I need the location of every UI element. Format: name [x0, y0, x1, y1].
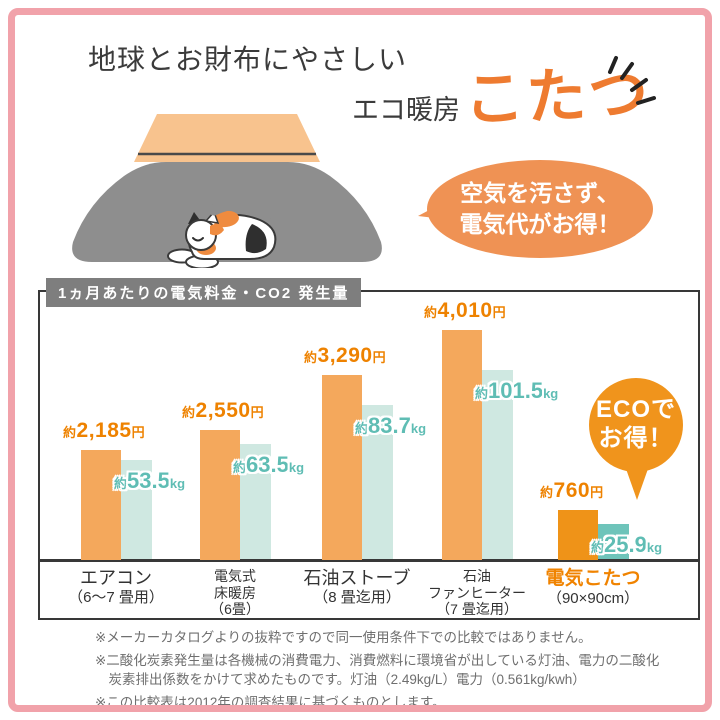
category-label: 石油ストーブ （8 畳迄用）	[282, 566, 432, 607]
co2-value-label: 約53.5kg	[114, 468, 186, 493]
speech-bubble: 空気を汚さず、 電気代がお得！	[427, 160, 653, 258]
category-label-line: 電気式	[214, 568, 256, 584]
eco-badge-tail	[624, 466, 650, 505]
cost-value-label: 約3,290円	[304, 344, 387, 367]
category-label-line: 電気こたつ	[545, 568, 641, 589]
footnote-3: ※この比較表は2012年の調査結果に基づくものとします。	[95, 694, 446, 710]
co2-value-label: 約83.7kg	[355, 413, 427, 438]
co2-value-label: 約101.5kg	[475, 378, 559, 403]
speech-bubble-text: 空気を汚さず、 電気代がお得！	[459, 179, 621, 238]
kotatsu-cat-illustration	[62, 110, 392, 273]
cost-value-label: 約2,185円	[63, 419, 146, 442]
category-label-line: ファンヒーター	[428, 584, 526, 601]
category-label-line: エアコン	[80, 568, 152, 588]
co2-value-label: 約25.9kg	[591, 532, 663, 557]
category-label-line: （8 畳迄用）	[313, 589, 401, 607]
co2-value-label: 約63.5kg	[233, 452, 305, 477]
cost-bar	[200, 430, 240, 560]
category-label: エアコン （6〜7 畳用）	[41, 566, 191, 607]
chart-heading: 1ヵ月あたりの電気料金・CO2 発生量	[46, 278, 362, 307]
footnote-2: ※二酸化炭素発生量は各機械の消費電力、消費燃料に環境省が出している灯油、電力の二…	[95, 652, 660, 688]
subtitle-prefix: エコ暖房	[352, 95, 460, 126]
footnote-1: ※メーカーカタログよりの抜粋ですので同一使用条件下での比較ではありません。	[95, 630, 592, 645]
cost-value-label: 約760円	[540, 479, 604, 502]
cost-bar	[81, 450, 121, 560]
category-label-line: （7 畳迄用）	[436, 601, 518, 618]
sparkle-rays-icon	[592, 52, 660, 115]
category-label-line: （6〜7 畳用）	[68, 589, 164, 607]
category-label-line: 石油ストーブ	[303, 568, 411, 588]
footnotes: ※メーカーカタログよりの抜粋ですので同一使用条件下での比較ではありません。 ※二…	[95, 628, 670, 715]
category-label: 電気式 床暖房 （6畳）	[160, 566, 310, 618]
cost-bar	[322, 375, 362, 560]
chart-plot-area: 約2,185円約53.5kg 約2,550円約63.5kg 約3,290円約83.7…	[40, 292, 698, 560]
category-label-line: 石油	[463, 568, 491, 584]
cost-bar	[442, 330, 482, 560]
category-label: 電気こたつ （90×90cm）	[518, 566, 668, 608]
tagline: 地球とお財布にやさしい	[88, 43, 408, 76]
comparison-chart: 1ヵ月あたりの電気料金・CO2 発生量 約2,185円約53.5kg 約2,550…	[38, 278, 700, 620]
cost-value-label: 約4,010円	[424, 299, 507, 322]
category-label-line: （90×90cm）	[546, 590, 640, 608]
eco-badge-text: ECOで お得！	[595, 396, 676, 452]
category-label-line: 床暖房	[214, 584, 256, 601]
chart-baseline	[40, 559, 698, 562]
cost-bar	[558, 510, 598, 560]
eco-badge: ECOで お得！	[589, 378, 683, 472]
category-label: 石油 ファンヒーター （7 畳迄用）	[402, 566, 552, 618]
chart-category-strip: エアコン （6〜7 畳用） 電気式 床暖房 （6畳） 石油ストーブ （8 畳迄用） 石油 ファン…	[40, 562, 698, 618]
cost-value-label: 約2,550円	[182, 399, 265, 422]
category-label-line: （6畳）	[210, 601, 260, 618]
